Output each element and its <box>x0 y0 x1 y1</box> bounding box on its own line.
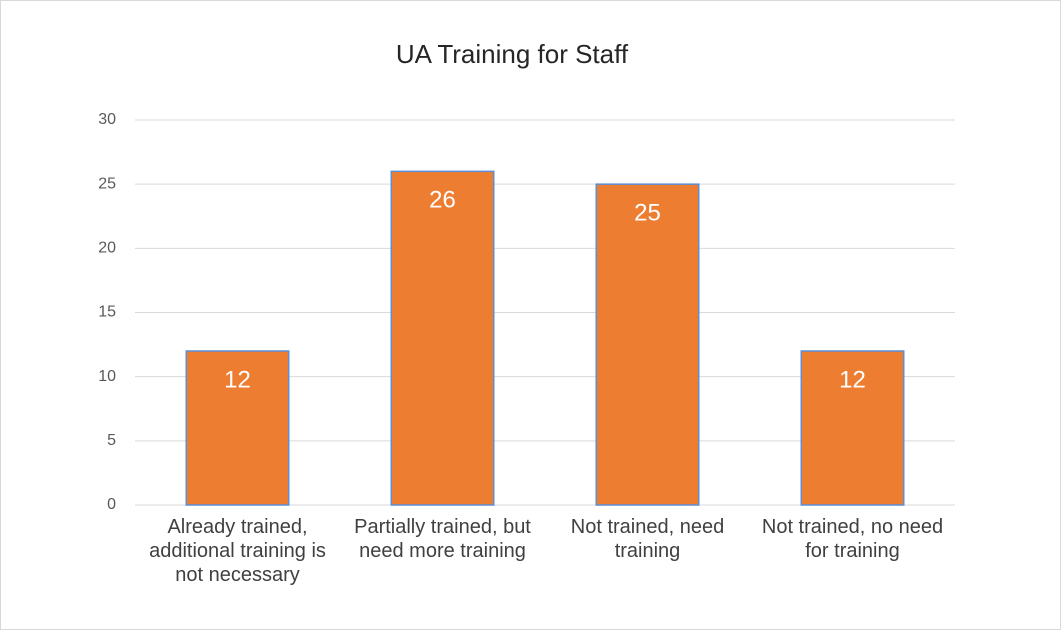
bar <box>800 350 905 506</box>
bar <box>390 170 495 506</box>
data-label: 25 <box>634 200 661 227</box>
x-tick-label: Partially trained, but need more trainin… <box>354 516 531 562</box>
y-tick-label: 20 <box>98 240 116 257</box>
x-tick-label: Not trained, need training <box>570 516 725 562</box>
x-tick-label: Already trained, additional training is … <box>149 516 326 586</box>
data-label: 26 <box>429 187 456 214</box>
chart-title: UA Training for Staff <box>396 39 629 69</box>
bar <box>185 350 290 506</box>
data-label: 12 <box>839 366 866 393</box>
y-tick-label: 25 <box>98 175 116 192</box>
y-tick-label: 0 <box>107 496 116 513</box>
x-tick-label: Not trained, no need for training <box>761 516 944 562</box>
y-tick-label: 5 <box>107 432 116 449</box>
y-tick-label: 15 <box>98 304 116 321</box>
y-tick-label: 30 <box>98 111 116 128</box>
bar <box>595 183 700 506</box>
y-tick-label: 10 <box>98 368 116 385</box>
data-label: 12 <box>224 366 251 393</box>
